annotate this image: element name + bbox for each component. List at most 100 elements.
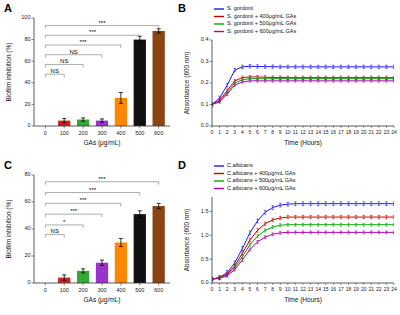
error-bar xyxy=(264,229,266,232)
x-tick-label: 600 xyxy=(154,130,163,136)
error-bar xyxy=(234,84,236,87)
error-bar xyxy=(264,236,266,239)
x-tick xyxy=(158,283,159,286)
y-tick xyxy=(32,61,35,62)
legend-swatch xyxy=(214,8,224,9)
error-bar xyxy=(378,80,380,83)
error-bar xyxy=(378,223,380,226)
error-bar xyxy=(355,65,357,68)
x-tick xyxy=(378,283,379,285)
x-tick xyxy=(219,126,220,128)
y-axis-label: Biofilm inhibition (%) xyxy=(5,200,13,259)
x-tick-label: 13 xyxy=(308,129,314,135)
x-tick xyxy=(363,283,364,285)
x-tick xyxy=(356,126,357,128)
significance-bracket xyxy=(45,35,139,38)
line xyxy=(212,66,394,104)
error-bar xyxy=(362,223,364,226)
x-tick xyxy=(249,283,250,285)
error-bar xyxy=(385,202,387,206)
significance-label: *** xyxy=(89,187,97,193)
error-bar xyxy=(378,215,380,218)
error-bar xyxy=(294,65,296,68)
x-tick-label: 13 xyxy=(308,286,314,292)
error-bar xyxy=(234,268,236,271)
y-axis-label: Absorbance (600 nm) xyxy=(183,52,191,115)
x-tick xyxy=(333,126,334,128)
x-tick-label: 100 xyxy=(60,130,69,136)
x-axis-label: Time (Hours) xyxy=(284,296,322,304)
error-bar xyxy=(302,65,304,68)
panel: BAbsorbance (600 nm)Time (Hours)01234567… xyxy=(178,2,397,147)
legend-label: C.albicans + 600μg/mL GAs xyxy=(227,185,296,191)
legend-label: C.albicans + 500μg/mL GAs xyxy=(227,177,296,183)
error-bar xyxy=(362,65,364,68)
significance-label: *** xyxy=(70,208,78,214)
error-bar xyxy=(393,231,394,234)
x-tick-label: 5 xyxy=(249,286,252,292)
x-tick xyxy=(265,126,266,128)
error-bar xyxy=(347,65,349,68)
error-bar xyxy=(393,202,394,206)
legend-swatch xyxy=(214,180,224,181)
error-bar xyxy=(317,231,319,234)
x-tick xyxy=(102,126,103,129)
x-tick-label: 500 xyxy=(135,287,144,293)
error-bar xyxy=(355,215,357,218)
error-bar xyxy=(62,118,66,122)
y-tick-label: 1.5 xyxy=(201,208,209,214)
error-bar xyxy=(279,224,281,227)
error-bar xyxy=(385,65,387,68)
error-bar xyxy=(256,219,258,223)
significance-label: * xyxy=(63,219,66,225)
x-tick xyxy=(45,126,46,129)
significance-label: NS xyxy=(51,68,59,74)
bar xyxy=(153,31,165,126)
x-tick-label: 10 xyxy=(285,129,291,135)
x-tick xyxy=(257,283,258,285)
error-bar xyxy=(241,81,243,84)
legend-swatch xyxy=(214,173,224,174)
y-tick-label: 0.5 xyxy=(201,256,209,262)
error-bar xyxy=(279,216,281,219)
error-bar xyxy=(119,238,123,246)
error-bar xyxy=(317,202,319,206)
x-tick xyxy=(227,126,228,128)
y-tick xyxy=(210,235,213,236)
error-bar xyxy=(287,231,289,234)
error-bar xyxy=(264,210,266,214)
x-axis-label: Time (Hours) xyxy=(284,139,322,147)
x-tick-label: 1 xyxy=(218,286,221,292)
x-tick-label: 21 xyxy=(368,286,374,292)
error-bar xyxy=(249,65,251,68)
error-bar xyxy=(317,223,319,226)
x-tick-label: 14 xyxy=(315,286,321,292)
error-bar xyxy=(287,202,289,206)
error-bar xyxy=(264,80,266,83)
x-tick-label: 0 xyxy=(44,130,47,136)
error-bar xyxy=(62,275,66,280)
error-bar xyxy=(393,223,394,226)
error-bar xyxy=(234,68,236,71)
x-tick xyxy=(348,126,349,128)
error-bar xyxy=(385,80,387,83)
significance-label: NS xyxy=(69,49,77,55)
error-bar xyxy=(81,269,85,273)
error-bar xyxy=(385,215,387,218)
y-tick xyxy=(32,82,35,83)
error-bar xyxy=(355,231,357,234)
panel-label: A xyxy=(4,2,12,14)
y-tick-label: 80 xyxy=(24,171,30,177)
legend-label: S. gordonii + 400μg/mL GAs xyxy=(227,13,296,19)
error-bar xyxy=(347,231,349,234)
error-bar xyxy=(317,215,319,218)
error-bar xyxy=(332,65,334,68)
x-tick xyxy=(83,126,84,129)
error-bar xyxy=(119,93,123,104)
x-tick-label: 200 xyxy=(79,287,88,293)
error-bar xyxy=(218,277,220,280)
y-axis-line xyxy=(34,18,35,126)
x-tick xyxy=(340,283,341,285)
x-tick xyxy=(378,126,379,128)
error-bar xyxy=(355,80,357,83)
